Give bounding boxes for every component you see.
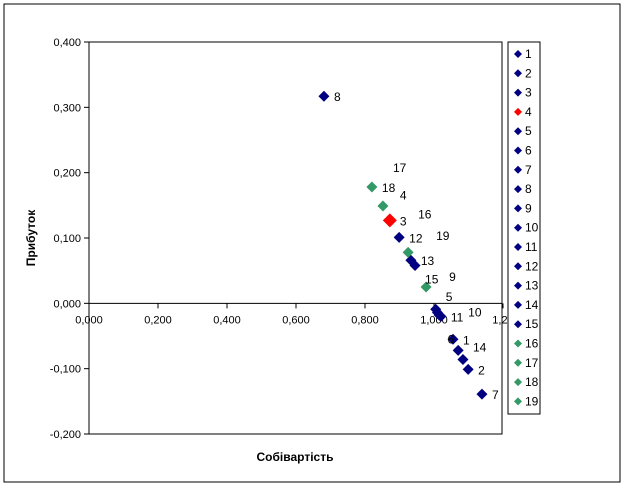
data-label: 11 xyxy=(451,310,464,324)
legend-marker xyxy=(514,69,522,78)
legend-marker xyxy=(514,378,522,387)
data-label: 14 xyxy=(473,341,487,355)
legend-entry: 8 xyxy=(525,182,532,196)
data-label: 17 xyxy=(393,161,407,175)
legend-marker xyxy=(514,243,522,251)
data-label: 16 xyxy=(418,207,432,221)
data-point-11 xyxy=(435,310,447,322)
legend-entry: 16 xyxy=(525,337,539,351)
x-tick-label: 0,800 xyxy=(351,314,379,326)
legend-marker xyxy=(514,281,522,290)
data-label: 18 xyxy=(382,181,396,195)
x-axis-label: Собівартість xyxy=(257,450,334,464)
legend-entry: 13 xyxy=(525,279,539,293)
legend-marker xyxy=(514,358,522,367)
data-point-8 xyxy=(318,90,330,102)
legend-entry: 9 xyxy=(525,201,532,215)
legend-marker xyxy=(514,146,522,155)
data-label: 1 xyxy=(463,333,470,347)
legend-entry: 1 xyxy=(525,47,532,61)
data-point-2 xyxy=(462,363,474,375)
data-label: 2 xyxy=(478,363,485,377)
legend-entry: 17 xyxy=(525,356,539,370)
y-tick-label: -0,100 xyxy=(50,364,81,376)
legend-entry: 12 xyxy=(525,259,539,273)
legend xyxy=(507,41,541,415)
data-label: 15 xyxy=(425,272,439,286)
legend-marker xyxy=(514,165,522,174)
x-tick-label: 0,200 xyxy=(144,314,172,326)
data-point-1 xyxy=(447,333,459,345)
data-point-10 xyxy=(452,344,464,356)
x-tick-label: 0,000 xyxy=(75,314,103,326)
legend-entry: 6 xyxy=(525,144,532,158)
legend-marker xyxy=(514,88,522,97)
data-label: 19 xyxy=(436,229,450,243)
data-label: 9 xyxy=(449,270,456,284)
legend-marker xyxy=(514,127,522,136)
data-point-19 xyxy=(420,281,432,293)
data-point-18 xyxy=(366,181,378,193)
data-label: 8 xyxy=(334,90,341,104)
legend-marker xyxy=(514,320,522,329)
data-point-7 xyxy=(476,388,488,400)
data-point-4 xyxy=(382,213,397,228)
y-tick-label: -0,200 xyxy=(50,429,81,441)
legend-marker xyxy=(514,204,522,213)
legend-marker xyxy=(514,339,522,348)
data-label: 5 xyxy=(446,290,453,304)
x-tick-label: 0,400 xyxy=(213,314,241,326)
data-label: 7 xyxy=(492,388,499,402)
legend-entry: 5 xyxy=(525,124,532,138)
legend-entry: 2 xyxy=(525,66,532,80)
x-tick-label: 0,600 xyxy=(282,314,310,326)
legend-marker xyxy=(514,107,522,116)
data-point-16 xyxy=(402,246,414,258)
legend-entry: 19 xyxy=(525,394,539,408)
data-label: 13 xyxy=(421,254,435,268)
legend-entry: 11 xyxy=(525,240,538,254)
data-point-15 xyxy=(409,259,421,271)
data-label: 6 xyxy=(447,332,454,346)
data-point-12 xyxy=(393,231,405,243)
legend-marker xyxy=(514,185,522,194)
y-axis-label: Прибуток xyxy=(24,209,38,266)
data-label: 10 xyxy=(468,305,482,319)
legend-marker xyxy=(514,397,522,406)
legend-entry: 18 xyxy=(525,375,539,389)
legend-entry: 3 xyxy=(525,86,532,100)
legend-entry: 7 xyxy=(525,163,532,177)
y-tick-label: 0,400 xyxy=(53,37,81,49)
data-point-14 xyxy=(457,354,469,366)
legend-entry: 4 xyxy=(525,105,532,119)
y-tick-label: 0,000 xyxy=(53,298,81,310)
y-tick-label: 0,200 xyxy=(53,168,81,180)
legend-marker xyxy=(514,223,522,232)
legend-marker xyxy=(514,300,522,309)
legend-marker xyxy=(514,262,522,271)
data-label: 3 xyxy=(400,214,407,228)
data-label: 4 xyxy=(400,188,407,202)
y-tick-label: 0,300 xyxy=(53,102,81,114)
legend-entry: 10 xyxy=(525,221,539,235)
y-tick-label: 0,100 xyxy=(53,233,81,245)
legend-entry: 14 xyxy=(525,298,539,312)
legend-entry: 15 xyxy=(525,317,539,331)
data-label: 12 xyxy=(409,231,423,245)
legend-marker xyxy=(514,50,522,58)
data-point-17 xyxy=(377,200,389,212)
